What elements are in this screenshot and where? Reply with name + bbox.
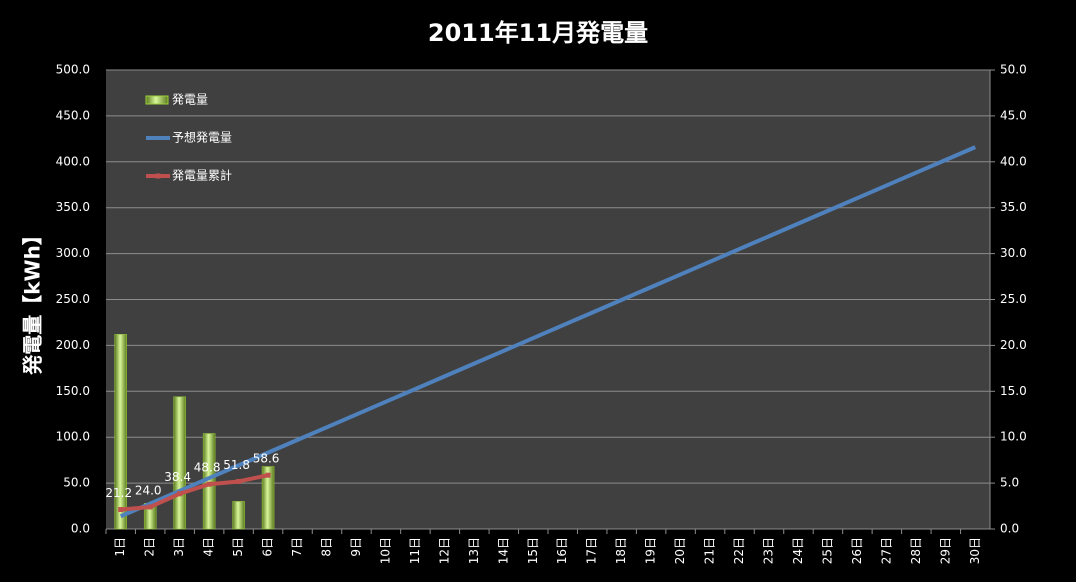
data-label: 51.8 <box>223 458 250 472</box>
marker <box>265 472 271 478</box>
marker <box>147 504 153 510</box>
y2-tick-label: 15.0 <box>1000 384 1027 398</box>
x-tick-label: 5日 <box>231 537 245 557</box>
y-tick-label: 150.0 <box>56 384 90 398</box>
x-tick-label: 8日 <box>320 537 334 557</box>
x-tick-label: 18日 <box>614 537 628 564</box>
marker <box>177 491 183 497</box>
y-tick-label: 200.0 <box>56 338 90 352</box>
x-tick-label: 30日 <box>968 537 982 564</box>
x-tick-label: 26日 <box>850 537 864 564</box>
x-tick-label: 3日 <box>172 537 186 557</box>
data-label: 58.6 <box>253 452 280 466</box>
x-tick-label: 19日 <box>644 537 658 564</box>
y-tick-label: 400.0 <box>56 154 90 168</box>
y2-tick-label: 10.0 <box>1000 430 1027 444</box>
x-tick-label: 1日 <box>113 537 127 557</box>
x-tick-label: 24日 <box>791 537 805 564</box>
x-tick-label: 29日 <box>938 537 952 564</box>
x-tick-label: 4日 <box>202 537 216 557</box>
bar <box>114 334 127 530</box>
x-tick-label: 23日 <box>762 537 776 564</box>
legend-label: 発電量 <box>172 93 208 107</box>
y-tick-label: 450.0 <box>56 108 90 122</box>
x-tick-label: 21日 <box>703 537 717 564</box>
x-tick-label: 16日 <box>555 537 569 564</box>
y2-tick-label: 40.0 <box>1000 154 1027 168</box>
y-tick-label: 300.0 <box>56 246 90 260</box>
x-tick-label: 2日 <box>143 537 157 557</box>
y-tick-label: 100.0 <box>56 430 90 444</box>
bar <box>232 501 245 530</box>
y2-tick-label: 45.0 <box>1000 108 1027 122</box>
x-tick-label: 9日 <box>349 537 363 557</box>
y2-tick-label: 0.0 <box>1000 522 1019 536</box>
bar <box>261 466 275 530</box>
line <box>120 473 269 512</box>
legend-label: 発電量累計 <box>172 168 232 183</box>
x-tick-label: 13日 <box>467 537 481 564</box>
x-tick-label: 28日 <box>909 537 923 564</box>
x-tick-label: 22日 <box>732 537 746 564</box>
x-tick-label: 6日 <box>261 537 275 557</box>
y-tick-label: 250.0 <box>56 292 90 306</box>
x-tick-label: 15日 <box>526 537 540 564</box>
y2-tick-label: 50.0 <box>1000 63 1027 77</box>
x-tick-label: 7日 <box>290 537 304 557</box>
data-label: 21.2 <box>105 486 132 500</box>
x-tick-label: 20日 <box>673 537 687 564</box>
y-tick-label: 500.0 <box>56 63 90 77</box>
y-axis-label: 発電量【kWh】 <box>21 225 45 376</box>
y-tick-label: 350.0 <box>56 200 90 214</box>
y2-tick-label: 30.0 <box>1000 246 1027 260</box>
x-tick-label: 25日 <box>820 537 834 564</box>
data-label: 48.8 <box>194 461 221 475</box>
x-tick-label: 11日 <box>408 537 422 564</box>
x-tick-label: 12日 <box>437 537 451 564</box>
marker <box>236 478 242 484</box>
y2-tick-label: 20.0 <box>1000 338 1027 352</box>
x-tick-label: 27日 <box>879 537 893 564</box>
data-label: 24.0 <box>135 483 162 497</box>
marker <box>118 507 124 513</box>
y2-tick-label: 5.0 <box>1000 476 1019 490</box>
chart-title: 2011年11月発電量 <box>428 19 648 47</box>
y2-tick-label: 25.0 <box>1000 292 1027 306</box>
legend-marker <box>155 173 161 179</box>
data-label: 38.4 <box>164 470 191 484</box>
bar <box>173 396 186 530</box>
y2-tick-label: 35.0 <box>1000 200 1027 214</box>
x-tick-label: 17日 <box>585 537 599 564</box>
legend-label: 予想発電量 <box>172 130 232 145</box>
line <box>119 145 977 519</box>
y-tick-label: 50.0 <box>63 476 90 490</box>
marker <box>206 481 212 487</box>
y-tick-label: 0.0 <box>71 522 90 536</box>
x-tick-label: 14日 <box>496 537 510 564</box>
x-tick-label: 10日 <box>378 537 392 564</box>
legend-swatch <box>145 95 169 105</box>
